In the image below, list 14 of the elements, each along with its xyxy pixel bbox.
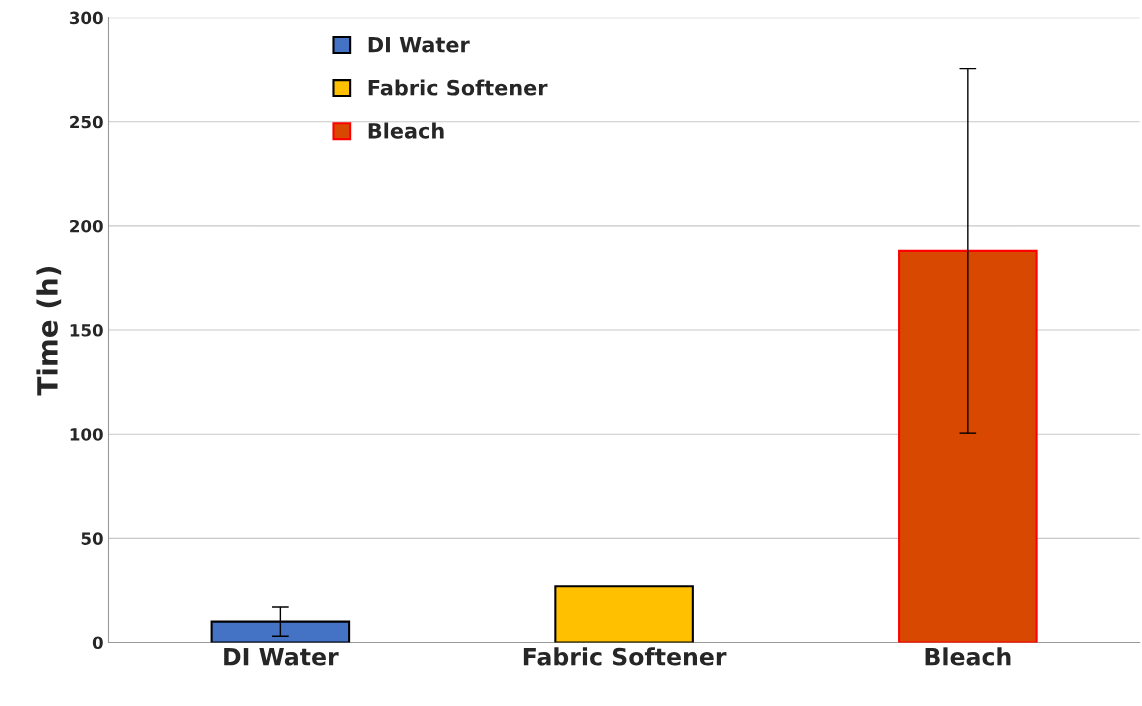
y-tick-label: 50 [81,532,103,545]
x-tick-label: Fabric Softener [523,647,727,666]
x-tick-label: DI Water [224,648,339,666]
y-tick-label: 300 [69,11,103,25]
y-tick-label: 100 [70,428,103,441]
x-tick-label: Bleach [925,647,1011,666]
y-tick-label: 250 [70,115,103,129]
legend-label: Bleach [368,122,444,139]
legend-label: DI Water [368,37,470,53]
y-tick-label: 200 [70,219,103,233]
legend-label: Fabric Softener [368,79,548,96]
y-tick-label: 0 [92,636,103,650]
y-tick-label: 150 [70,324,103,337]
y-axis-title: Time (h) [36,266,62,396]
